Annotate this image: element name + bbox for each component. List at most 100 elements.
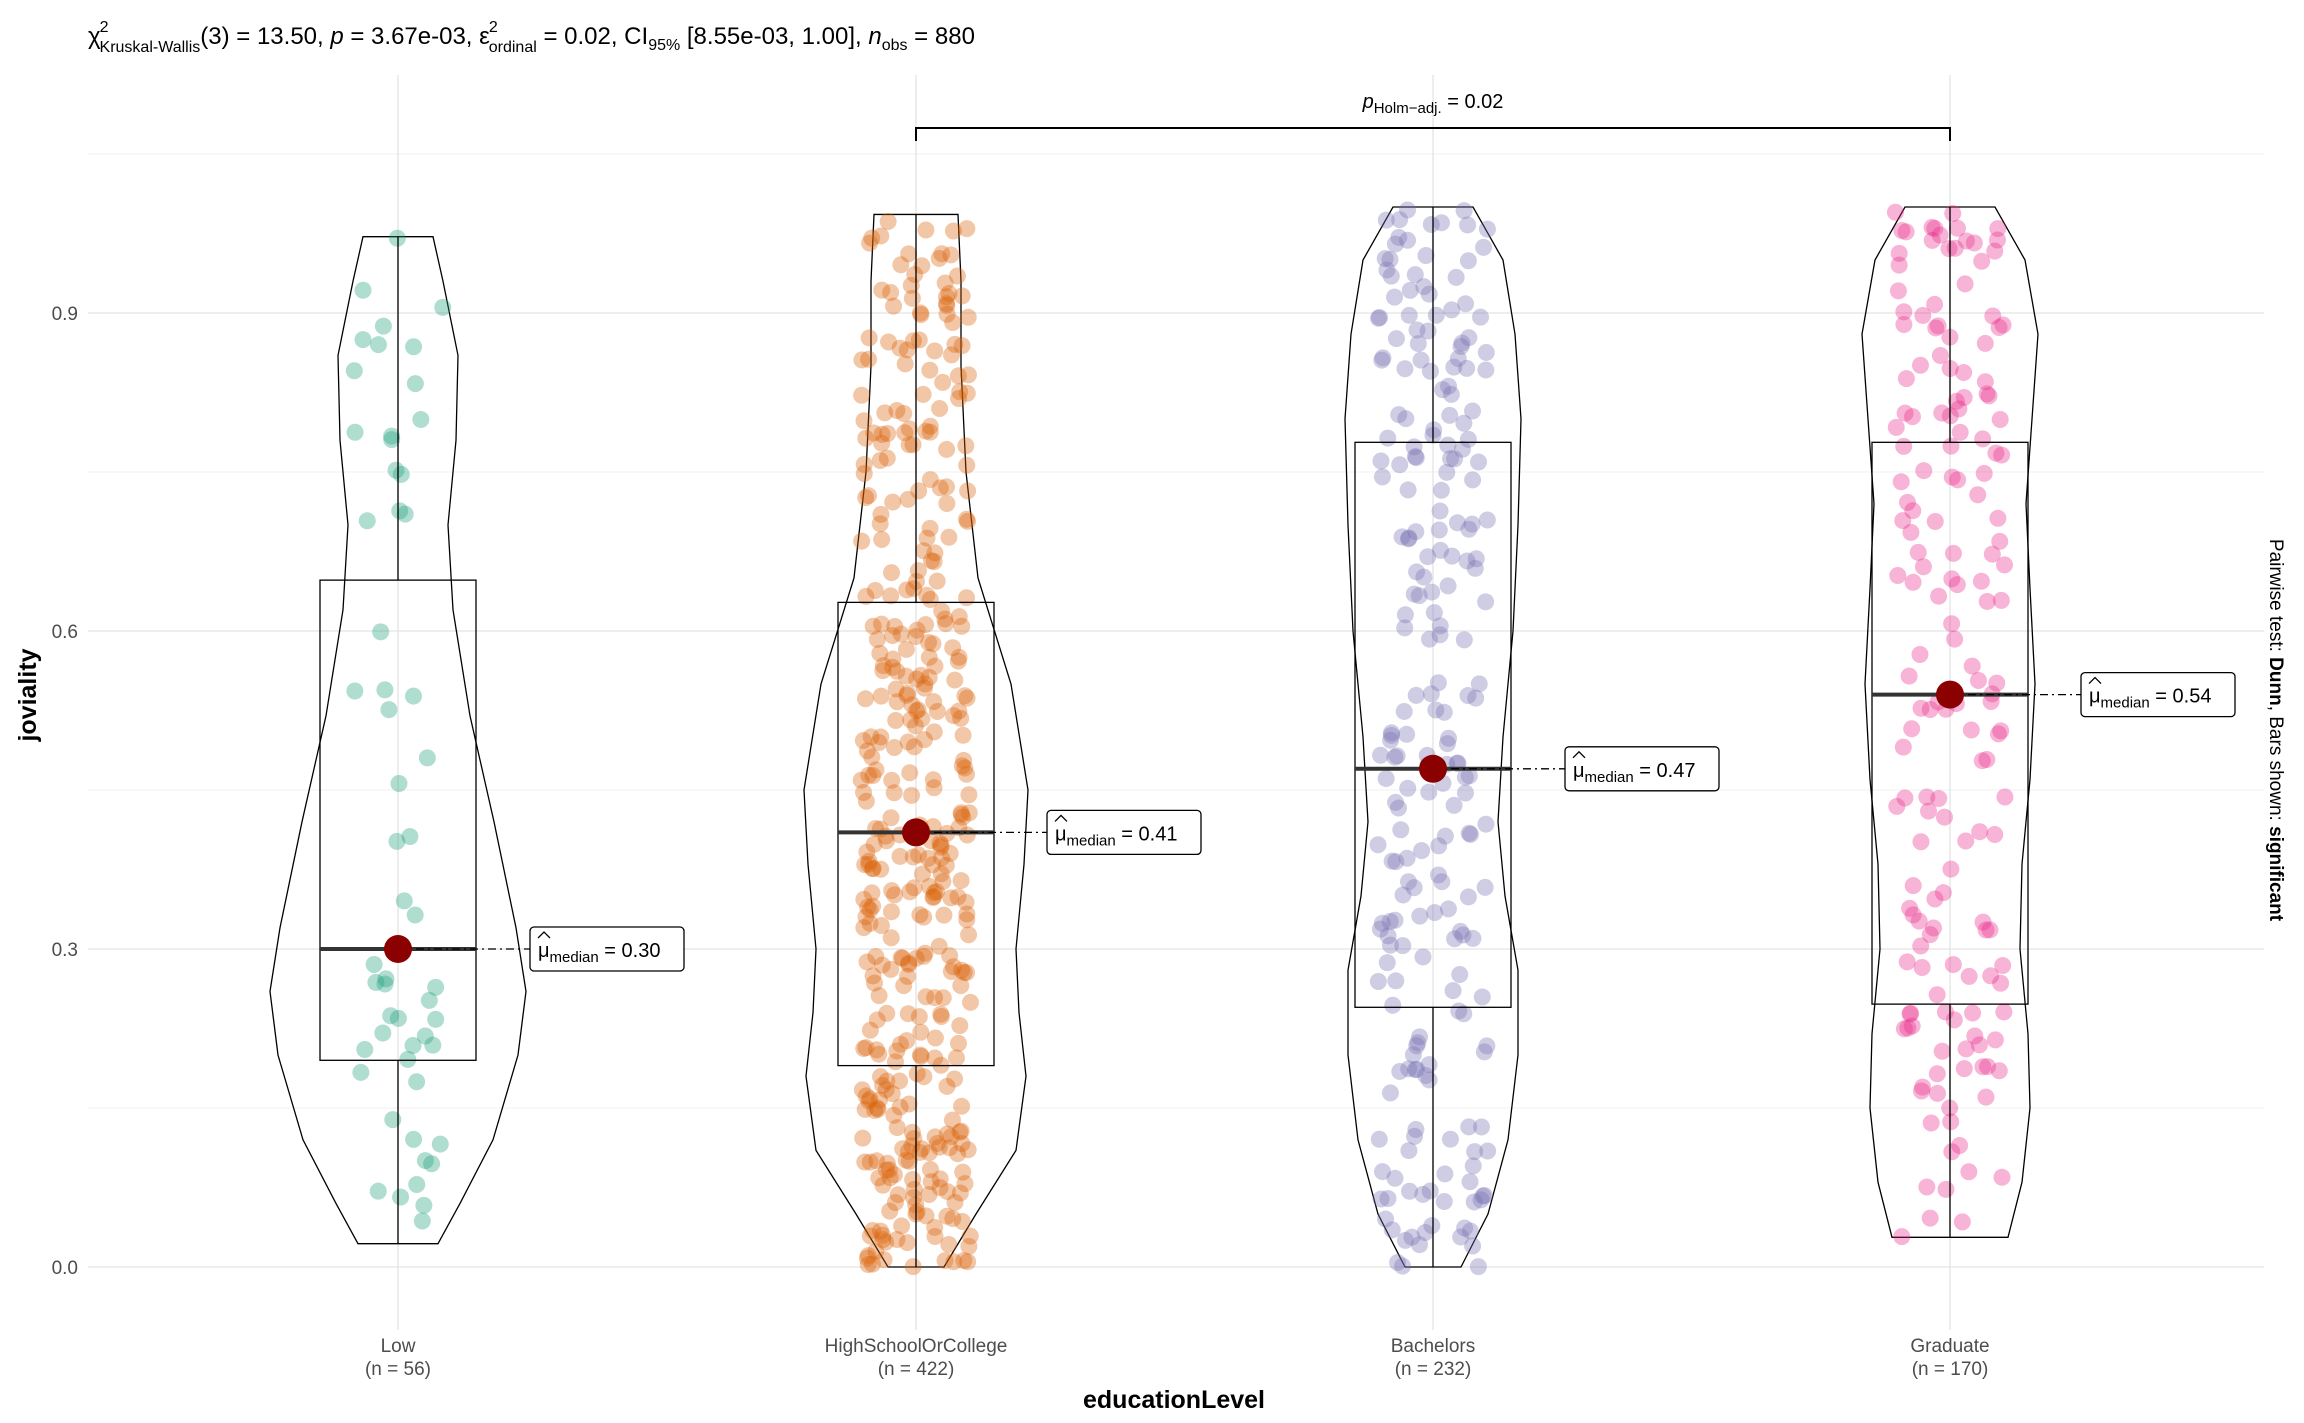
data-point [1386,911,1404,929]
data-point [920,1144,938,1162]
data-point [1378,954,1396,972]
data-point [911,304,929,322]
data-point [1452,337,1470,355]
data-point [390,774,408,792]
data-point [892,949,910,967]
data-point [860,350,878,368]
data-point [1379,429,1397,447]
x-tick-count: (n = 56) [365,1359,431,1380]
data-point [932,1008,950,1026]
data-point [1981,921,1999,939]
data-point [427,978,445,996]
data-point [913,865,931,883]
data-point [1462,825,1480,843]
data-point [415,1196,433,1214]
data-point [860,1092,878,1110]
data-point [1414,948,1432,966]
x-tick-count: (n = 422) [878,1359,955,1380]
data-point [1464,471,1482,489]
data-point [1895,315,1913,333]
data-point [938,1077,956,1095]
data-point [1451,965,1469,983]
data-point [936,274,954,292]
data-point [951,1017,969,1035]
data-point [932,836,950,854]
data-point [1944,956,1962,974]
data-point [857,1039,875,1057]
data-point [873,530,891,548]
data-point [959,366,977,384]
data-point [1966,1027,1984,1045]
hat-icon [1054,814,1068,822]
data-point [356,1041,374,1059]
data-point [930,1138,948,1156]
data-point [1897,370,1915,388]
data-point [1461,1222,1479,1240]
data-point [1423,583,1441,601]
data-point [870,733,888,751]
data-point [1926,295,1944,313]
data-point [1903,720,1921,738]
data-point [1399,779,1417,797]
data-point [916,944,934,962]
data-point [908,1065,926,1083]
data-point [861,234,879,252]
box-Low [319,579,477,1061]
data-point [1399,481,1417,499]
data-point [855,412,873,430]
data-point [1901,899,1919,917]
data-point [1381,1084,1399,1102]
data-point [892,625,910,643]
data-point [937,856,955,874]
data-point [405,1130,423,1148]
data-point [416,1027,434,1045]
x-tick-label: Graduate [1910,1336,1989,1357]
data-point [952,1122,970,1140]
data-point [1459,687,1477,705]
data-point [1444,982,1462,1000]
data-point [921,1161,939,1179]
data-point [915,679,933,697]
data-point [885,1106,903,1124]
data-point [938,440,956,458]
data-point [1401,1182,1419,1200]
data-point [1903,1017,1921,1035]
data-point [1902,1004,1920,1022]
pairwise-bracket: pHolm−adj. = 0.02 [915,91,1951,141]
data-point [859,1256,877,1274]
data-point [921,423,939,441]
data-point [1895,303,1913,321]
data-point [958,905,976,923]
data-point [930,937,948,955]
data-point [920,668,938,686]
data-point [1928,1065,1946,1083]
data-point [949,652,967,670]
data-point [1474,1187,1492,1205]
data-point [901,883,919,901]
data-point [882,587,900,605]
data-point [925,884,943,902]
data-point [1455,1005,1473,1023]
data-point [912,1023,930,1041]
data-point [1931,347,1949,365]
data-point [1430,837,1448,855]
data-point [1440,377,1458,395]
data-point [946,1193,964,1211]
violin-Graduate [1861,206,2039,1238]
data-point [1420,630,1438,648]
x-tick-label: HighSchoolOrCollege [825,1336,1008,1357]
data-point [879,424,897,442]
data-point [906,717,924,735]
data-point [873,434,891,452]
data-point [860,329,878,347]
data-point [1979,1058,1997,1076]
data-point [1432,541,1450,559]
data-point [377,970,395,988]
median-label: μmedian = 0.54 [2089,686,2211,712]
data-point [873,425,891,443]
data-point [855,465,873,483]
data-point [858,1249,876,1267]
data-point [1411,1028,1429,1046]
data-point [1898,953,1916,971]
data-point [1895,1020,1913,1038]
